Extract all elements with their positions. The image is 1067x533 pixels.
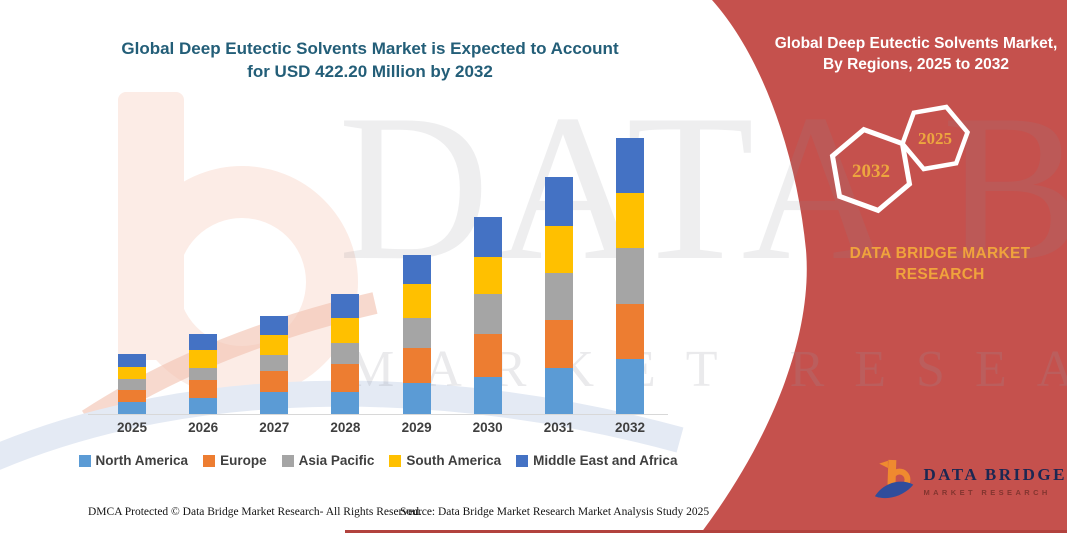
logo-title: DATA BRIDGE: [923, 465, 1067, 484]
bar-segment-asia-pacific-2025: [118, 379, 146, 390]
bar-2029: [402, 255, 431, 414]
bar-segment-middle-east-and-africa-2028: [331, 294, 360, 318]
legend-label: Europe: [220, 453, 267, 468]
bar-segment-europe-2030: [473, 334, 502, 377]
bar-segment-europe-2029: [402, 348, 431, 383]
bar-segment-south-america-2032: [616, 193, 644, 248]
bar-segment-middle-east-and-africa-2025: [118, 354, 146, 367]
bar-segment-middle-east-and-africa-2029: [402, 255, 431, 284]
bar-2025: [118, 354, 146, 414]
legend-item-south-america: South America: [389, 453, 501, 468]
bar-segment-south-america-2025: [118, 367, 146, 379]
bar-segment-europe-2027: [260, 371, 289, 392]
legend-item-north-america: North America: [78, 453, 189, 468]
x-axis-label-2027: 2027: [259, 420, 290, 435]
bar-2026: [189, 334, 218, 414]
bar-segment-north-america-2025: [118, 402, 146, 414]
bar-2030: [473, 217, 502, 414]
legend-swatch-icon: [78, 454, 91, 467]
bar-segment-asia-pacific-2027: [260, 355, 289, 371]
bar-segment-asia-pacific-2030: [473, 294, 502, 334]
dmca-notice: DMCA Protected © Data Bridge Market Rese…: [88, 506, 422, 518]
hexagon-2025-label: 2025: [918, 129, 952, 148]
brand-name: DATA BRIDGE MARKET RESEARCH: [849, 245, 1031, 283]
legend-item-europe: Europe: [203, 453, 267, 468]
bar-segment-north-america-2031: [544, 368, 573, 414]
x-axis-label-2029: 2029: [401, 420, 432, 435]
bar-segment-asia-pacific-2029: [402, 318, 431, 348]
bar-segment-middle-east-and-africa-2031: [544, 177, 573, 226]
bar-segment-north-america-2030: [473, 377, 502, 414]
legend-item-asia-pacific: Asia Pacific: [281, 453, 375, 468]
hexagon-2025-icon: [899, 104, 971, 172]
legend-swatch-icon: [281, 454, 294, 467]
bar-2031: [544, 177, 573, 414]
bar-segment-europe-2026: [189, 380, 218, 398]
legend-swatch-icon: [516, 454, 529, 467]
hexagon-2032-label: 2032: [852, 161, 890, 182]
bar-segment-north-america-2032: [616, 359, 644, 414]
year-hexagons: 2032 2025: [829, 104, 971, 214]
bar-segment-europe-2028: [331, 364, 360, 392]
x-axis-label-2030: 2030: [472, 420, 503, 435]
bar-segment-south-america-2029: [402, 284, 431, 318]
bar-segment-europe-2031: [544, 320, 573, 368]
x-axis: 2025 2026 2027 2028 2029 2030 2031 2032: [88, 420, 668, 438]
x-axis-label-2028: 2028: [330, 420, 361, 435]
bar-2032: [616, 138, 644, 414]
bar-2027: [260, 316, 289, 414]
bar-segment-europe-2032: [616, 304, 644, 359]
legend-label: Asia Pacific: [298, 453, 375, 468]
chart-legend: North America Europe Asia Pacific South Ame…: [78, 453, 677, 468]
bar-segment-middle-east-and-africa-2032: [616, 138, 644, 193]
logo-mark-icon: [874, 459, 914, 499]
bar-2028: [331, 294, 360, 414]
bar-segment-middle-east-and-africa-2030: [473, 217, 502, 257]
bar-segment-middle-east-and-africa-2027: [260, 316, 289, 335]
legend-label: South America: [406, 453, 502, 468]
bar-segment-asia-pacific-2032: [616, 248, 644, 304]
bar-segment-north-america-2028: [331, 392, 360, 414]
x-axis-label-2026: 2026: [188, 420, 219, 435]
legend-label: Middle East and Africa: [533, 453, 678, 468]
bar-segment-europe-2025: [118, 390, 146, 402]
source-note: Source: Data Bridge Market Research Mark…: [400, 506, 710, 518]
bar-segment-south-america-2031: [544, 226, 573, 273]
legend-swatch-icon: [389, 454, 402, 467]
logo-text: DATA BRIDGE MARKET RESEARCH: [923, 465, 1067, 497]
company-logo: DATA BRIDGE MARKET RESEARCH: [872, 452, 1067, 510]
bottom-accent-line: [345, 530, 1067, 533]
bar-segment-south-america-2030: [473, 257, 502, 294]
x-axis-label-2025: 2025: [116, 420, 148, 435]
bar-segment-north-america-2026: [189, 398, 218, 414]
bar-segment-asia-pacific-2031: [544, 273, 573, 320]
bar-segment-south-america-2027: [260, 335, 289, 355]
bar-chart-plot-area: [88, 130, 668, 415]
regions-title: Global Deep Eutectic Solvents Market, By…: [774, 35, 1058, 73]
bar-segment-north-america-2027: [260, 392, 289, 414]
bar-segment-asia-pacific-2026: [189, 368, 218, 380]
page-title: Global Deep Eutectic Solvents Market is …: [60, 37, 680, 83]
bar-segment-north-america-2029: [402, 383, 431, 414]
legend-item-middle-east-and-africa: Middle East and Africa: [516, 453, 677, 468]
x-axis-label-2031: 2031: [543, 420, 574, 435]
page-title-line2: for USD 422.20 Million by 2032: [247, 62, 493, 81]
bar-segment-south-america-2028: [331, 318, 360, 343]
bar-segment-asia-pacific-2028: [331, 343, 360, 364]
bar-segment-middle-east-and-africa-2026: [189, 334, 218, 350]
x-axis-label-2032: 2032: [614, 420, 646, 435]
page-title-line1: Global Deep Eutectic Solvents Market is …: [121, 39, 619, 58]
bar-segment-south-america-2026: [189, 350, 218, 368]
legend-swatch-icon: [203, 454, 216, 467]
logo-subtitle: MARKET RESEARCH: [923, 488, 1051, 497]
legend-label: North America: [95, 453, 189, 468]
